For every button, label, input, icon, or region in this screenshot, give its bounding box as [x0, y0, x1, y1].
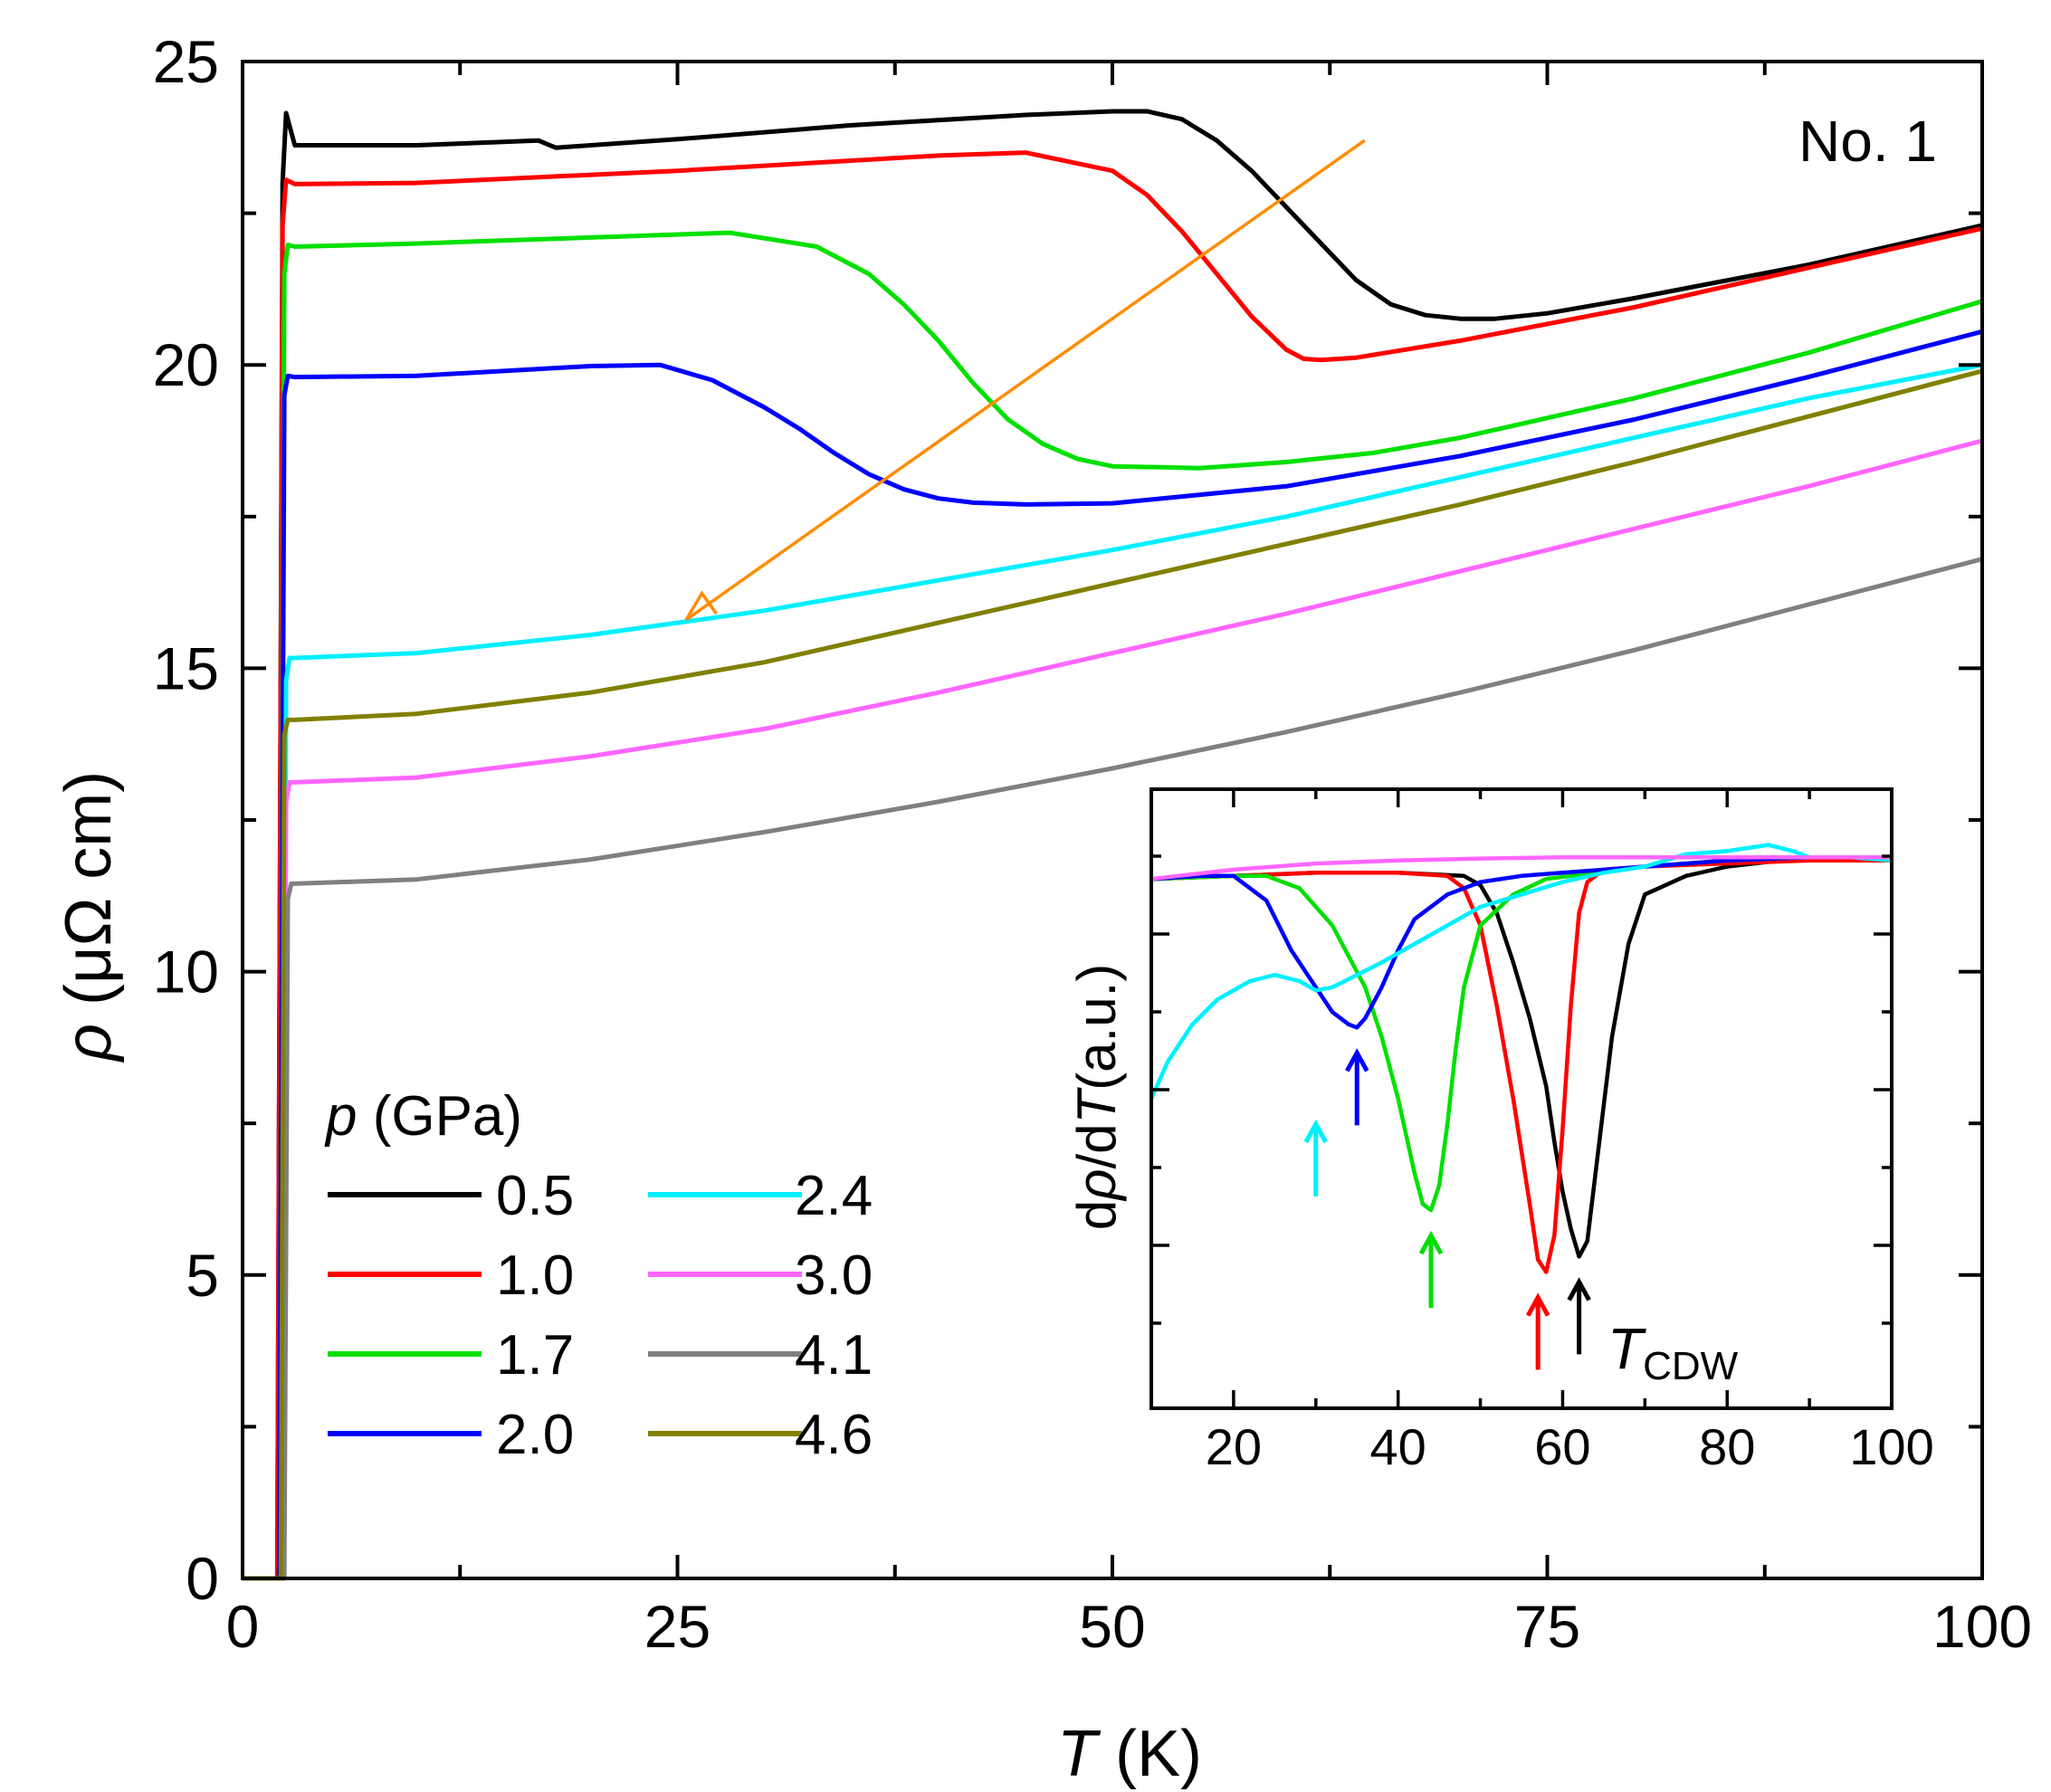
- y-axis-title: ρ (μΩ cm): [52, 771, 125, 1063]
- legend-label-4.1: 4.1: [795, 1324, 873, 1387]
- inset-background: [1151, 789, 1892, 1408]
- inset-y-axis-title-rho: ρ: [1066, 1169, 1127, 1202]
- x-tick-label: 0: [226, 1593, 260, 1660]
- trend-arrow-line: [685, 138, 1366, 622]
- trend-arrow-head: [684, 590, 718, 621]
- x-axis-title-unit: (K): [1097, 1718, 1202, 1790]
- series-line-0.5: [243, 109, 1983, 1581]
- main-plot: 0 25 50 75 100 0 5 10 15 20 25 No. 1 T (K) ρ (μΩ c…: [52, 28, 2032, 1790]
- legend-label-0.5: 0.5: [496, 1165, 574, 1227]
- series-line-1.0: [243, 150, 1983, 1581]
- legend-label-2.4: 2.4: [795, 1165, 873, 1227]
- tcdw-label-subscript: CDW: [1643, 1344, 1739, 1388]
- x-tick-label: 50: [1079, 1593, 1145, 1660]
- series-line-4.1: [243, 557, 1983, 1581]
- inset-series-line-3.0: [1150, 854, 1892, 882]
- inset-y-axis-title-T: T: [1066, 1086, 1127, 1123]
- inset-series-line-2.4: [1149, 843, 1893, 1100]
- legend-title: p (GPa): [324, 1085, 522, 1148]
- inset-y-axis-title-unit: (a.u.): [1066, 964, 1127, 1091]
- main-ticks-group: 0 25 50 75 100 0 5 10 15 20 25: [153, 28, 2032, 1660]
- inset-plot: 20 40 60 80 100 dρ/dT(a.u.) TCDW: [1066, 787, 1934, 1475]
- legend-label-3.0: 3.0: [795, 1244, 873, 1307]
- legend-label-1.0: 1.0: [496, 1244, 574, 1307]
- inset-y-axis-title-d2: /d: [1066, 1123, 1127, 1168]
- x-axis-title-symbol: T: [1057, 1718, 1102, 1790]
- tcdw-label: TCDW: [1607, 1316, 1739, 1388]
- x-tick-label: 75: [1514, 1593, 1580, 1660]
- tcdw-label-symbol: T: [1607, 1316, 1646, 1381]
- legend: p (GPa) 0.5 1.0 1.7 2.0 2.4 3.0 4.1 4.6: [324, 1085, 873, 1466]
- inset-arrows-group: [1303, 1048, 1591, 1370]
- legend-entries: 0.5 1.0 1.7 2.0 2.4 3.0 4.1 4.6: [328, 1165, 873, 1466]
- legend-label-4.6: 4.6: [795, 1404, 873, 1466]
- legend-label-2.0: 2.0: [496, 1404, 574, 1466]
- inset-x-tick-label: 60: [1534, 1418, 1590, 1475]
- tcdw-arrow-head-green: [1418, 1230, 1444, 1255]
- y-tick-label: 0: [186, 1545, 219, 1612]
- series-line-3.0: [243, 438, 1983, 1581]
- y-axis-title-unit: (μΩ cm): [52, 771, 125, 1024]
- main-series-group: [243, 109, 1983, 1581]
- legend-label-1.7: 1.7: [496, 1324, 574, 1387]
- y-axis-title-symbol: ρ: [52, 1024, 125, 1063]
- inset-y-axis-title-d1: d: [1066, 1200, 1127, 1230]
- x-tick-label: 100: [1932, 1593, 2032, 1660]
- series-line-4.6: [243, 368, 1983, 1581]
- inset-ticks-group: 20 40 60 80 100: [1150, 789, 1934, 1475]
- inset-x-tick-label: 20: [1206, 1418, 1262, 1475]
- y-tick-label: 25: [153, 28, 219, 95]
- series-line-1.7: [243, 230, 1983, 1581]
- inset-x-tick-label: 40: [1370, 1418, 1426, 1475]
- inset-y-axis-title: dρ/dT(a.u.): [1066, 964, 1127, 1231]
- inset-x-tick-label: 80: [1699, 1418, 1755, 1475]
- series-line-2.4: [243, 362, 1983, 1581]
- series-line-2.0: [243, 329, 1983, 1581]
- y-tick-label: 20: [153, 331, 219, 398]
- x-axis-title: T (K): [1057, 1718, 1202, 1790]
- y-tick-label: 15: [153, 634, 219, 701]
- y-tick-label: 5: [186, 1242, 219, 1309]
- legend-title-symbol: p: [324, 1085, 357, 1148]
- x-tick-label: 25: [644, 1593, 711, 1660]
- tcdw-arrow-head-blue: [1345, 1048, 1369, 1072]
- pressure-trend-arrow: [684, 138, 1366, 622]
- sample-label: No. 1: [1798, 109, 1937, 174]
- legend-title-unit: (GPa): [357, 1085, 522, 1148]
- inset-series-group: [1149, 843, 1893, 1274]
- tcdw-arrow-head-red: [1525, 1292, 1550, 1317]
- inset-plot-frame: [1150, 787, 1894, 1410]
- tcdw-arrow-head-cyan: [1303, 1119, 1328, 1144]
- y-tick-label: 10: [153, 939, 219, 1006]
- tcdw-arrow-head-black: [1567, 1277, 1591, 1301]
- inset-x-tick-label: 100: [1849, 1418, 1933, 1475]
